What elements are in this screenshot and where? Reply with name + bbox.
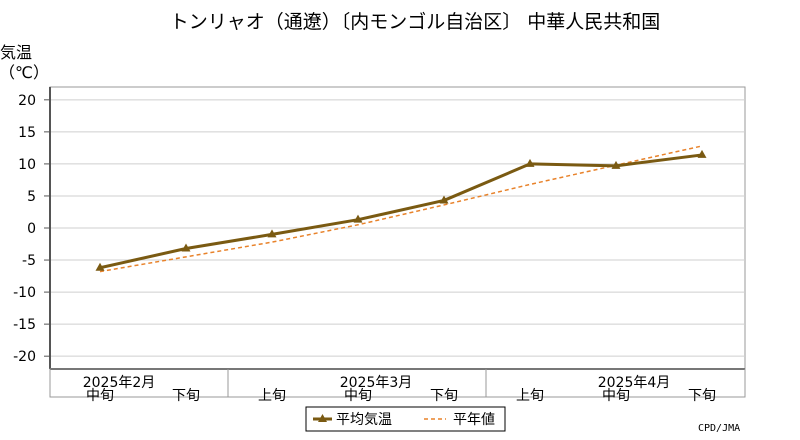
data-point-average [267,229,277,238]
credit-label: CPD/JMA [698,423,740,434]
x-tick-label: 上旬 [516,388,544,404]
month-label: 2025年4月 [598,375,671,391]
y-tick-label: 5 [27,189,36,205]
y-tick-label: -20 [13,349,36,365]
legend-label-normal: 平年値 [453,412,495,428]
x-tick-label: 中旬 [86,388,114,404]
x-tick-label: 中旬 [344,388,372,404]
chart-title: トンリャオ（通遼）〔内モンゴル自治区〕 中華人民共和国 [170,11,661,33]
month-label: 2025年3月 [340,375,413,391]
x-axis-categories: 中旬 下旬 上旬 中旬 下旬 上旬 中旬 下旬 2025年2月 2025年3月 2025年4月 [49,368,746,404]
legend-box [305,406,506,432]
y-tick-label: -10 [13,285,36,301]
data-point-average [525,158,535,167]
series-line-average [99,153,703,270]
x-tick-label: 下旬 [688,388,716,404]
series-line-normal [99,145,703,273]
x-axis-band [49,368,746,398]
x-tick-label: 下旬 [172,388,200,404]
series-layer [95,145,707,273]
x-tick-label: 上旬 [258,388,286,404]
y-axis-unit: （℃） [0,63,49,82]
data-point-average [439,195,449,204]
month-label: 2025年2月 [83,375,156,391]
y-tick-label: 15 [18,125,36,141]
data-point-average [697,149,707,158]
data-point-average [181,243,191,252]
legend-marker-average [318,414,327,422]
legend: 平均気温 平年値 [305,406,506,432]
y-tick-label: 10 [18,157,36,173]
legend-label-average: 平均気温 [336,412,392,428]
grid-lines [51,99,745,357]
y-tick-label: 0 [27,221,36,237]
y-tick-label: -5 [22,253,36,269]
y-axis-ticks: 20 15 10 5 0 -5 -10 -15 -20 [13,93,50,365]
data-point-average [611,160,621,169]
data-point-average [95,262,105,271]
x-tick-label: 中旬 [602,388,630,404]
data-point-average [353,214,363,223]
y-tick-label: 20 [18,93,36,109]
y-tick-label: -15 [13,317,36,333]
x-tick-label: 下旬 [430,388,458,404]
y-axis-label: 気温 [0,43,32,62]
